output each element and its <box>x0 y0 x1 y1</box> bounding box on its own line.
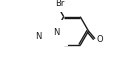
Text: Br: Br <box>55 0 64 8</box>
Text: O: O <box>97 35 103 44</box>
Text: N: N <box>35 32 42 41</box>
Text: N: N <box>53 28 59 37</box>
